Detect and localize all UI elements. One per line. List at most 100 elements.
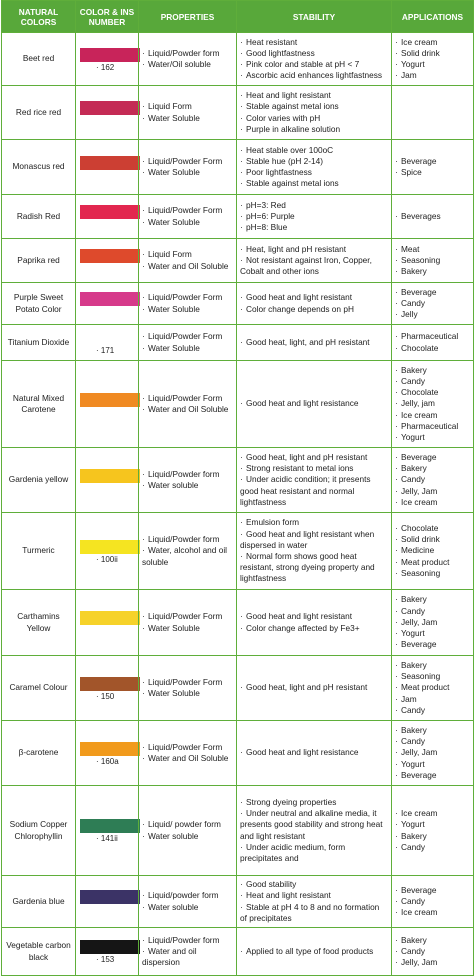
applications-list: BakeryCandyJelly, Jam [395,935,470,969]
list-item: Ascorbic acid enhances lightfastness [240,70,388,81]
stability-cell: Good stabilityHeat and light resistantSt… [236,875,392,928]
properties-list: Liquid/Powder FormWater and Oil Soluble [142,393,233,415]
applications-list: BeverageSpice [395,156,470,178]
color-swatch [80,47,140,62]
stability-cell: Good heat and light resistance [236,360,392,448]
list-item: Liquid Form [142,249,233,260]
applications-list: BeverageCandyJelly [395,287,470,321]
color-name: Purple Sweet Potato Color [1,282,76,325]
list-item: Yogurt [395,628,470,639]
applications-cell: BeverageSpice [391,139,474,195]
color-name: Monascus red [1,139,76,195]
list-item: Candy [395,474,470,485]
applications-list: BakeryCandyChocolateJelly, jamIce creamP… [395,365,470,443]
ins-number: · 162 [96,62,115,72]
color-name: Natural Mixed Carotene [1,360,76,448]
list-item: pH=8: Blue [240,222,388,233]
stability-cell: pH=3: RedpH=6: PurplepH=8: Blue [236,194,392,239]
stability-cell: Emulsion formGood heat and light resista… [236,512,392,590]
list-item: Ice cream [395,907,470,918]
properties-cell: Liquid/ powder formWater soluble [138,785,237,876]
list-item: Meat product [395,682,470,693]
properties-cell: Liquid/Powder FormWater Soluble [138,589,237,656]
ins-number [80,407,134,418]
list-item: Jelly [395,309,470,320]
applications-list: MeatSeasoningBakery [395,244,470,278]
stability-cell: Good heat and light resistance [236,720,392,786]
properties-cell: Liquid/powder formWater soluble [138,875,237,928]
applications-cell: BeverageCandyIce cream [391,875,474,928]
stability-list: pH=3: RedpH=6: PurplepH=8: Blue [240,200,388,234]
properties-cell: Liquid/Powder formWater, alcohol and oil… [138,512,237,590]
color-swatch [80,741,140,756]
list-item: Solid drink [395,48,470,59]
properties-cell: Liquid/Powder FormWater Soluble [138,282,237,325]
color-name: β-carotene [1,720,76,786]
table-row: Carthamins Yellow Liquid/Powder FormWater… [1,589,474,656]
applications-list: BakerySeasoningMeat productJamCandy [395,660,470,716]
list-item: Ice cream [395,497,470,508]
properties-cell: Liquid FormWater Soluble [138,85,237,140]
list-item: Meat product [395,557,470,568]
stability-cell: Good heat and light resistantColor chang… [236,589,392,656]
list-item: Liquid/Powder Form [142,393,233,404]
list-item: Good stability [240,879,388,890]
list-item: Liquid/ powder form [142,819,233,830]
ins-number [80,170,134,181]
list-item: Chocolate [395,343,470,354]
ins-number [80,115,134,126]
color-swatch-cell [75,282,140,325]
list-item: Water and oil dispersion [142,946,233,968]
color-swatch [80,819,140,833]
applications-cell: PharmaceuticalChocolate [391,324,474,361]
ins-number: · 171 [96,346,115,355]
stability-cell: Strong dyeing propertiesUnder neutral an… [236,785,392,876]
properties-cell: Liquid/Powder formWater and oil dispersi… [138,927,237,976]
list-item: Bakery [395,725,470,736]
stability-list: Good heat, light and pH resistant [240,682,388,693]
list-item: Water soluble [142,902,233,913]
list-item: Good heat and light resistant [240,611,388,622]
list-item: Seasoning [395,255,470,266]
table-row: β-carotene · 160a Liquid/Powder FormWater … [1,720,474,786]
list-item: Chocolate [395,523,470,534]
list-item: Color change affected by Fe3+ [240,623,388,634]
table-row: Titanium Dioxide · 171 Liquid/Powder FormW… [1,324,474,361]
table-row: Monascus red Liquid/Powder FormWater Solu… [1,139,474,195]
stability-list: Good heat and light resistance [240,398,388,409]
applications-cell: BakeryCandyJelly, JamYogurtBeverage [391,589,474,656]
color-swatch-cell: · 162 [75,32,140,86]
list-item: Emulsion form [240,517,388,528]
stability-list: Good heat and light resistantColor chang… [240,611,388,633]
properties-cell: Liquid/Powder FormWater and Oil Soluble [138,720,237,786]
list-item: Bakery [395,463,470,474]
list-item: Candy [395,736,470,747]
table-row: Beet red · 162 Liquid/Powder formWater/Oil… [1,32,474,86]
list-item: Seasoning [395,568,470,579]
list-item: Poor lightfastness [240,167,388,178]
properties-list: Liquid/Powder formWater and oil dispersi… [142,935,233,969]
color-name: Gardenia yellow [1,447,76,513]
stability-cell: Applied to all type of food products [236,927,392,976]
list-item: Bakery [395,831,470,842]
list-item: Water/Oil soluble [142,59,233,70]
list-item: Heat stable over 100oC [240,145,388,156]
applications-cell: BeverageBakeryCandyJelly, JamIce cream [391,447,474,513]
list-item: Pink color and stable at pH < 7 [240,59,388,70]
table-row: Vegetable carbon black · 153 Liquid/Powder… [1,927,474,976]
properties-cell: Liquid/Powder FormWater Soluble [138,194,237,239]
list-item: Under acidic medium, form precipitates a… [240,842,388,864]
applications-list: BeverageBakeryCandyJelly, JamIce cream [395,452,470,508]
stability-list: Good heat and light resistantColor chang… [240,292,388,314]
properties-cell: Liquid/Powder FormWater Soluble [138,139,237,195]
list-item: Pharmaceutical [395,421,470,432]
color-swatch [80,205,140,219]
applications-list: BeverageCandyIce cream [395,885,470,919]
applications-list: BakeryCandyJelly, JamYogurtBeverage [395,725,470,781]
list-item: Beverage [395,452,470,463]
list-item: Meat [395,244,470,255]
list-item: Candy [395,606,470,617]
properties-list: Liquid FormWater Soluble [142,101,233,123]
list-item: Bakery [395,266,470,277]
color-swatch-cell: · 160a [75,720,140,786]
